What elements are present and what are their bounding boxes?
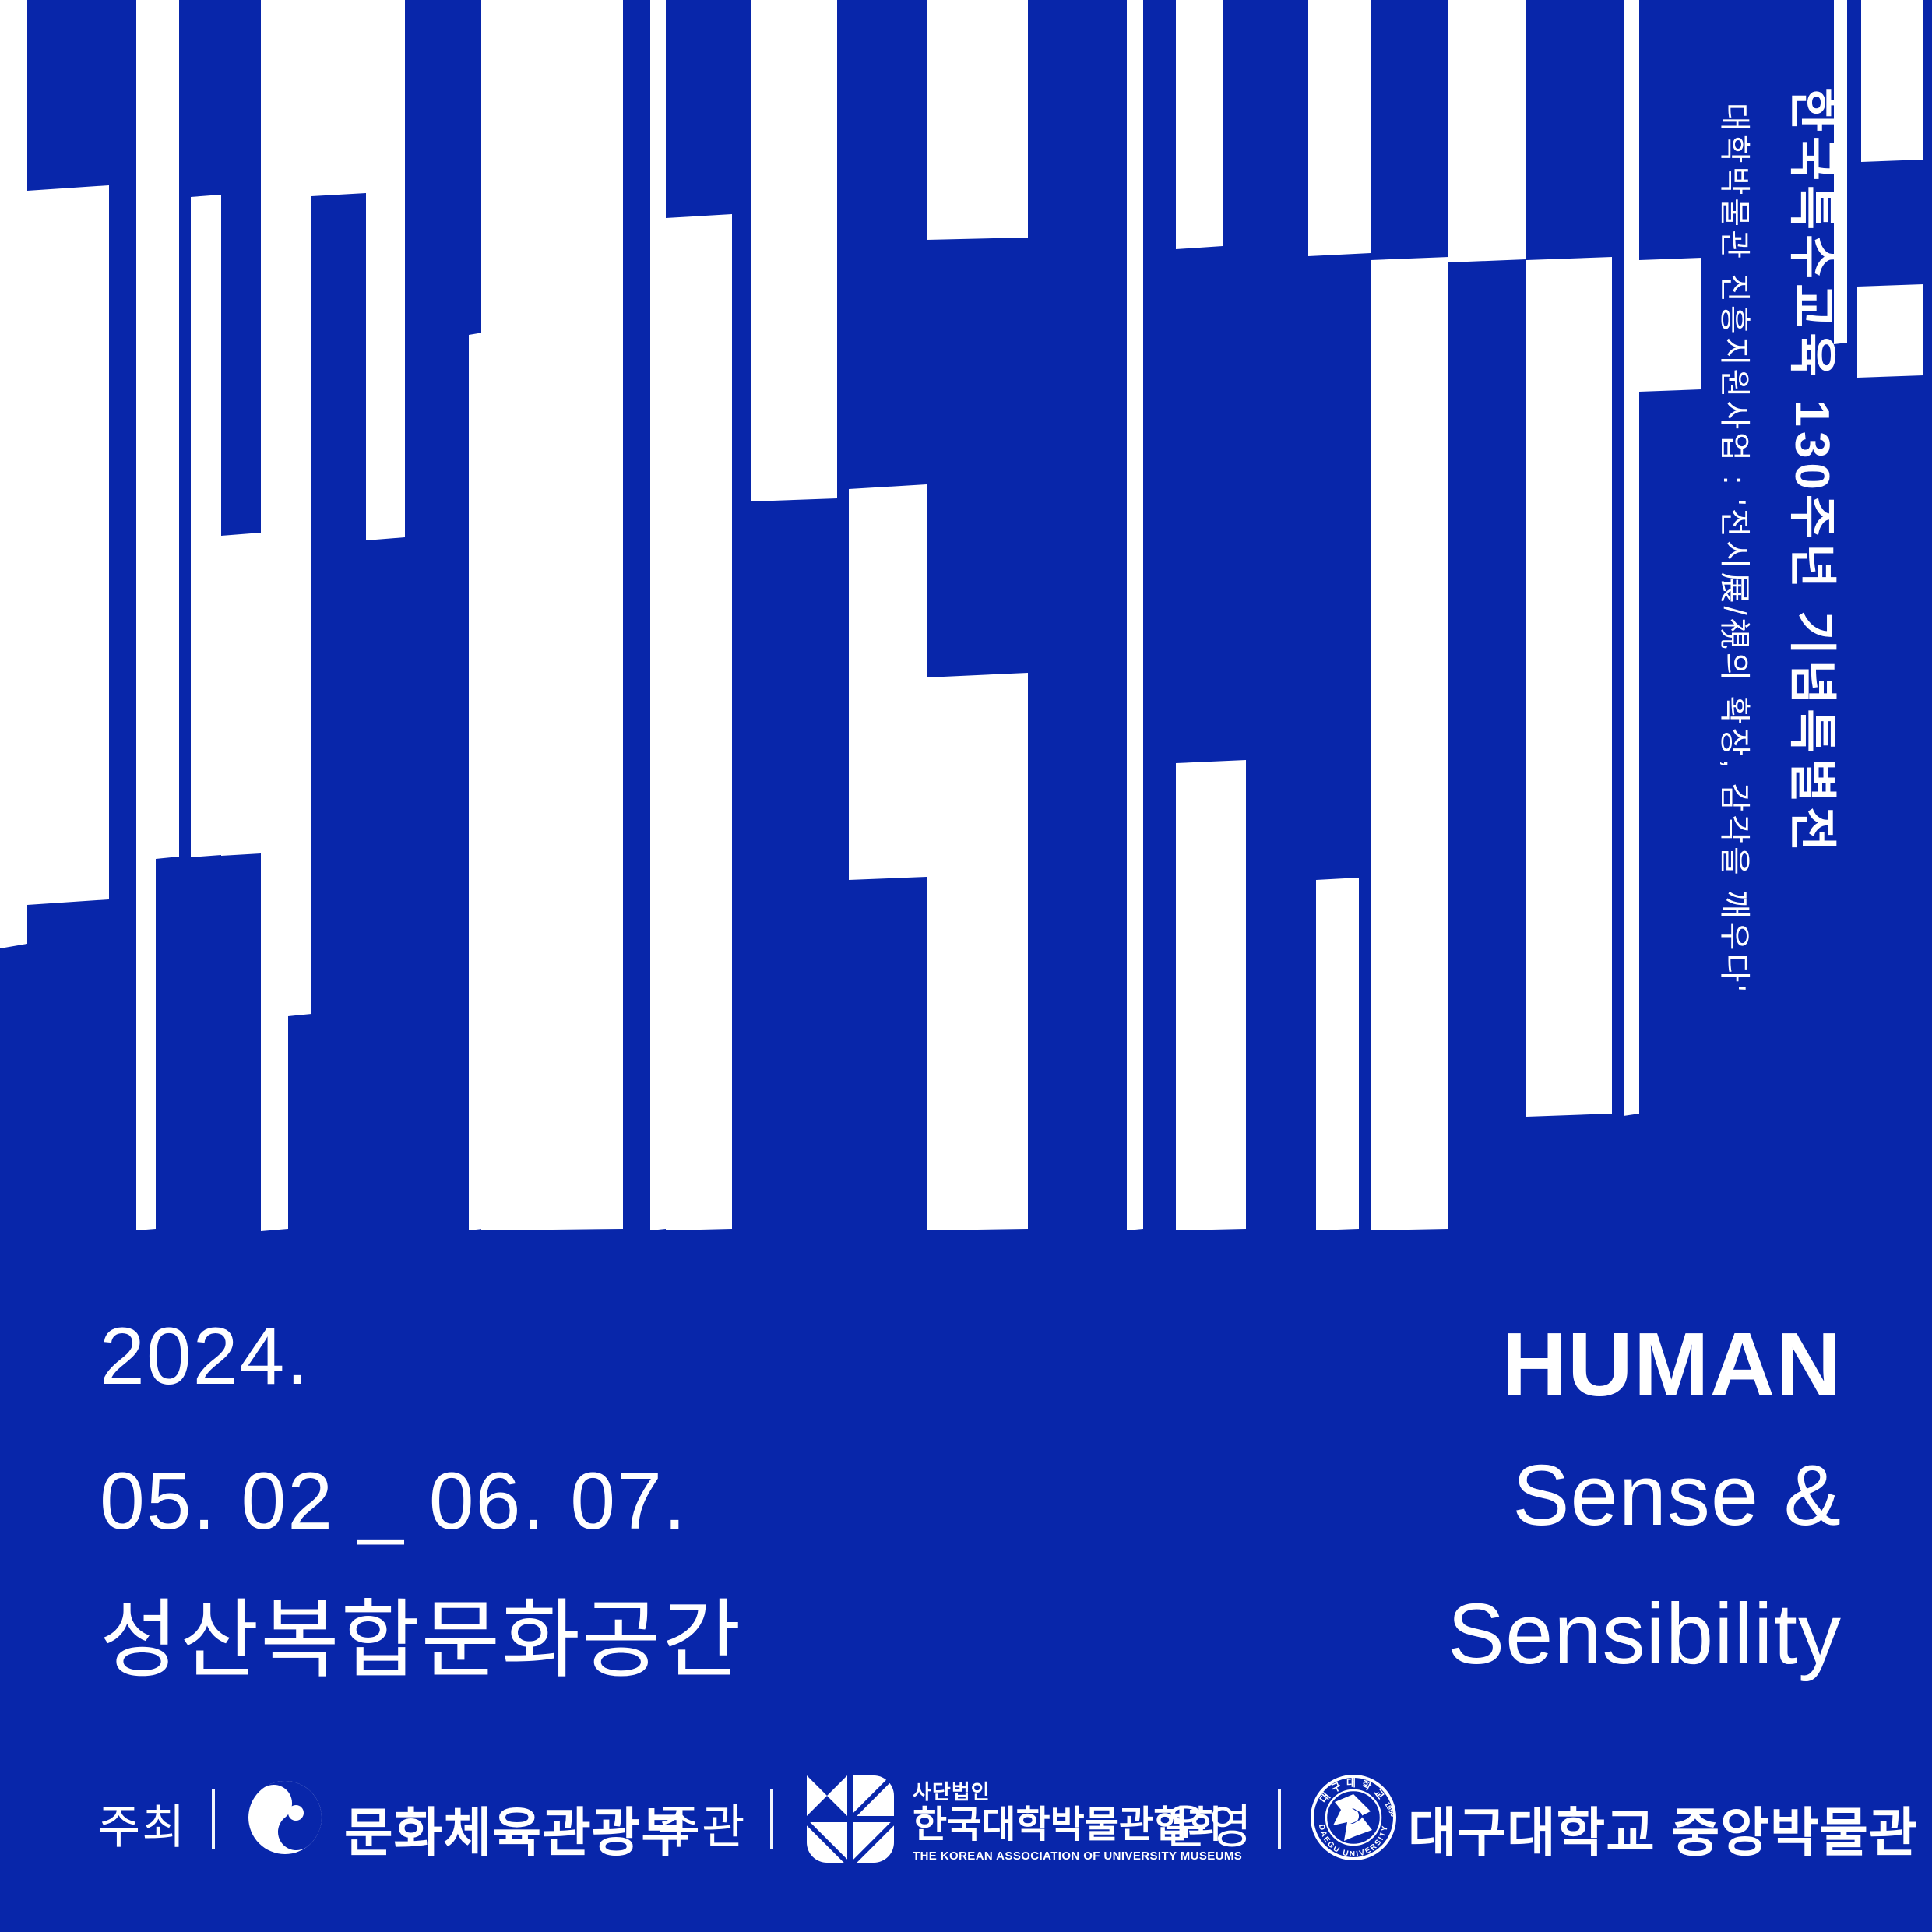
- event-venue: 성산복합문화공간: [100, 1592, 743, 1688]
- date-venue-block: 2024. 05. 02 _ 06. 07. 성산복합문화공간: [100, 1316, 743, 1684]
- footer-divider-2: [770, 1789, 773, 1849]
- pattern-bar: [1308, 0, 1371, 256]
- pattern-bar: [221, 533, 261, 856]
- event-year: 2024.: [100, 1311, 311, 1402]
- event-dates: 05. 02 _ 06. 07.: [100, 1456, 688, 1547]
- pattern-bar: [1316, 878, 1359, 1230]
- kaum-logo-icon: [807, 1775, 894, 1865]
- english-title-line1: HUMAN: [1501, 1314, 1842, 1415]
- pattern-bar: [1624, 0, 1639, 1116]
- pattern-bar: [666, 214, 732, 1230]
- mcst-taegeuk-icon: [248, 1781, 322, 1854]
- host-lockup: 주최: [97, 1789, 186, 1857]
- pattern-bar: [1526, 257, 1612, 1117]
- pattern-bar: [261, 0, 288, 1231]
- pattern-bar: [927, 673, 1028, 1230]
- english-title-line2: Sense &: [1512, 1448, 1842, 1543]
- pattern-bar: [1371, 257, 1448, 1230]
- organizer-org-en: THE KOREAN ASSOCIATION OF UNIVERSITY MUS…: [913, 1849, 1243, 1863]
- pattern-bar: [191, 195, 221, 857]
- pattern-bar: [366, 0, 405, 540]
- pattern-bar: [156, 0, 179, 859]
- glitch-bars-pattern: [0, 0, 1923, 1231]
- pattern-bar: [311, 0, 366, 196]
- organizer-label: 주관: [657, 1801, 747, 1853]
- pattern-bar: [469, 333, 483, 1230]
- pattern-bar: [1857, 284, 1923, 378]
- pattern-bar: [1176, 0, 1223, 249]
- host-label: 주최: [97, 1801, 187, 1853]
- vertical-main-title: 한국특수교육 130주년 기념특별전: [1785, 87, 1839, 857]
- pattern-bar: [751, 0, 837, 501]
- pattern-bar: [1127, 0, 1143, 1230]
- pattern-bar: [849, 484, 927, 880]
- vertical-subtitle: 대학박물관 진흥지원사업 : '전시展/視의 확장, 감각을 깨우다': [1717, 103, 1751, 994]
- pattern-bar: [481, 0, 623, 1230]
- pattern-bar: [650, 0, 666, 1230]
- pattern-bar: [1861, 0, 1923, 162]
- operator-label: 운영: [1164, 1801, 1254, 1853]
- pattern-bar: [288, 0, 311, 1016]
- operator-org-name: 대구대학교 중앙박물관: [1408, 1804, 1919, 1863]
- organizer-org-small: 사단법인: [913, 1779, 991, 1804]
- operator-org-wrap: 대구대학교 중앙박물관: [1408, 1789, 1919, 1867]
- organizer-lockup: 주관: [657, 1789, 746, 1857]
- footer: 주최 문화체육관광부 주관: [0, 1761, 1932, 1886]
- pattern-bar: [927, 0, 1028, 240]
- operator-lockup: 운영: [1164, 1789, 1253, 1857]
- host-org-name: 문화체육관광부: [344, 1804, 691, 1863]
- pattern-bar: [1834, 0, 1847, 344]
- english-title-line3: Sensibility: [1447, 1586, 1842, 1682]
- pattern-bar: [27, 185, 109, 905]
- english-title-block: HUMAN Sense & Sensibility: [1448, 1319, 1842, 1677]
- svg-text:1956: 1956: [1383, 1800, 1397, 1818]
- host-org-name-wrap: 문화체육관광부: [344, 1789, 691, 1867]
- organizer-org-name: 한국대학박물관협회: [913, 1804, 1223, 1846]
- pattern-bar: [1448, 0, 1526, 262]
- pattern-bar: [1176, 760, 1246, 1230]
- footer-divider-1: [212, 1789, 215, 1849]
- pattern-bar: [136, 0, 156, 1230]
- organizer-org-wrap: 사단법인 한국대학박물관협회 THE KOREAN ASSOCIATION OF…: [913, 1775, 1242, 1867]
- pattern-bar: [666, 0, 751, 218]
- pattern-bar: [623, 0, 650, 209]
- daegu-university-seal: 대구대학교 DAEGU UNIVERSITY 1956: [1311, 1775, 1397, 1860]
- pattern-bar: [1639, 258, 1701, 392]
- footer-divider-3: [1278, 1789, 1281, 1849]
- pattern-bar: [0, 0, 27, 948]
